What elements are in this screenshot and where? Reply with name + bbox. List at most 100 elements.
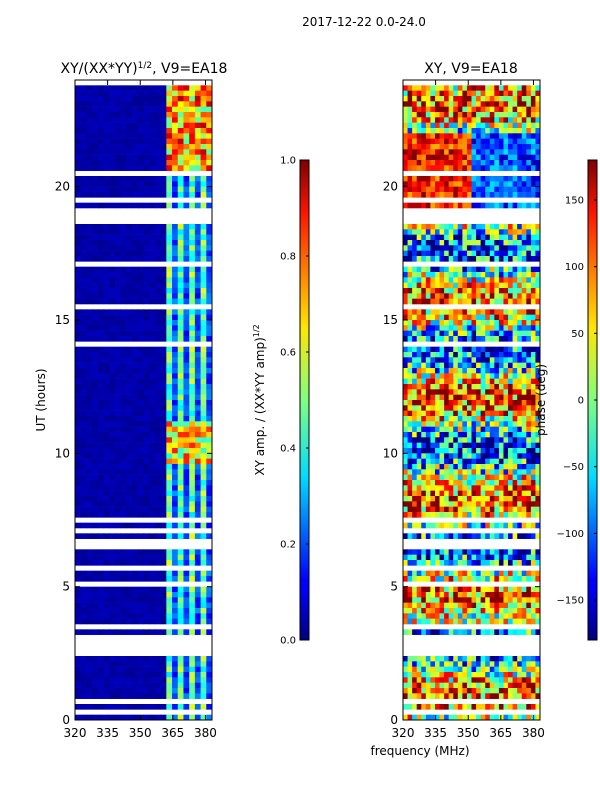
left-heat-cell <box>172 410 179 417</box>
left-heat-cell <box>92 533 99 539</box>
left-heat-cell <box>154 586 162 593</box>
left-heat-cell <box>103 282 110 289</box>
left-heat-cell <box>80 618 87 625</box>
left-heat-cell <box>97 245 104 251</box>
right-heat-cell <box>508 432 513 438</box>
right-heat-cell <box>430 608 436 614</box>
right-heat-cell <box>535 128 540 134</box>
right-heat-cell <box>439 602 445 609</box>
right-heat-cell <box>508 602 513 609</box>
left-heat-cell <box>177 186 184 193</box>
left-heat-cell <box>114 176 122 182</box>
right-heat-cell <box>430 469 436 475</box>
left-heat-cell <box>137 176 144 182</box>
left-heat-cell <box>92 432 99 438</box>
left-heat-cell <box>109 336 116 342</box>
left-heat-cell <box>194 586 201 593</box>
left-heat-cell <box>86 704 93 710</box>
left-heat-cell <box>149 554 156 561</box>
right-heat-cell <box>439 389 445 395</box>
right-heat-cell <box>517 256 523 262</box>
right-heat-cell <box>412 469 418 475</box>
right-heat-cell <box>407 410 413 417</box>
right-heat-cell <box>444 277 450 283</box>
left-heat-cell <box>149 490 156 497</box>
right-heat-cell <box>453 112 459 118</box>
right-heat-cell <box>476 549 482 555</box>
left-heat-cell <box>120 672 127 678</box>
right-heat-cell <box>425 202 431 209</box>
right-heat-cell <box>480 266 486 273</box>
left-heat-cell <box>97 165 104 171</box>
right-heat-cell <box>471 480 477 486</box>
left-heat-cell <box>132 549 139 555</box>
right-heat-cell <box>526 522 532 529</box>
right-heat-cell <box>508 117 513 123</box>
left-heat-cell <box>166 458 173 465</box>
left-heat-cell <box>206 613 212 619</box>
left-heat-cell <box>109 112 116 118</box>
left-heat-cell <box>143 192 150 198</box>
right-heat-cell <box>425 613 431 619</box>
left-heat-cell <box>126 277 133 283</box>
left-heat-cell <box>92 346 99 353</box>
left-heat-cell <box>114 96 122 102</box>
right-heat-cell <box>521 442 527 449</box>
right-heat-cell <box>407 373 413 379</box>
right-heat-cell <box>407 400 413 406</box>
right-heat-cell <box>480 576 486 582</box>
left-heat-cell <box>126 464 133 470</box>
right-heat-cell <box>453 474 459 481</box>
left-heat-cell <box>103 368 110 374</box>
left-heat-cell <box>160 357 167 363</box>
right-heat-cell <box>448 368 454 374</box>
right-heat-cell <box>503 240 509 246</box>
right-heat-cell <box>466 149 472 155</box>
right-heat-cell <box>526 485 532 491</box>
left-heat-cell <box>92 661 99 667</box>
left-heat-cell <box>114 149 122 155</box>
left-heat-cell <box>166 346 173 353</box>
left-heat-cell <box>114 437 122 443</box>
right-heat-cell <box>498 405 504 411</box>
left-heat-cell <box>189 106 196 113</box>
left-heat-cell <box>109 421 116 427</box>
left-heat-cell <box>194 160 201 166</box>
right-heat-cell <box>448 112 454 118</box>
right-heat-cell <box>526 250 532 257</box>
right-heat-cell <box>480 186 486 193</box>
left-heat-cell <box>206 229 212 235</box>
right-heat-cell <box>503 592 509 598</box>
right-heat-cell <box>448 453 454 459</box>
left-heat-cell <box>143 512 150 518</box>
left-heat-cell <box>177 677 184 683</box>
left-heat-cell <box>97 666 104 673</box>
right-heat-cell <box>434 325 440 331</box>
left-heat-cell <box>172 389 179 395</box>
left-heat-cell <box>103 106 110 113</box>
left-heat-cell <box>177 602 184 609</box>
right-heat-cell <box>517 400 523 406</box>
right-heat-cell <box>466 160 472 166</box>
left-heat-cell <box>126 373 133 379</box>
right-heat-cell <box>503 282 509 289</box>
left-heat-cell <box>172 485 179 491</box>
right-heat-cell <box>412 112 418 118</box>
left-heat-cell <box>86 288 93 294</box>
left-heat-cell <box>206 181 212 187</box>
right-heat-cell <box>421 442 427 449</box>
right-heat-cell <box>466 117 472 123</box>
right-heat-cell <box>476 480 482 486</box>
left-heat-cell <box>149 677 156 683</box>
right-heat-cell <box>466 101 472 107</box>
right-heat-cell <box>416 570 422 577</box>
left-heat-cell <box>206 362 212 369</box>
left-heat-cell <box>80 106 87 113</box>
right-heat-cell <box>471 373 477 379</box>
left-heat-cell <box>160 704 167 710</box>
right-heat-cell <box>453 229 459 235</box>
right-heat-cell <box>462 256 468 262</box>
left-heat-cell <box>126 325 133 331</box>
right-heat-cell <box>453 400 459 406</box>
left-heat-cell <box>126 688 133 694</box>
